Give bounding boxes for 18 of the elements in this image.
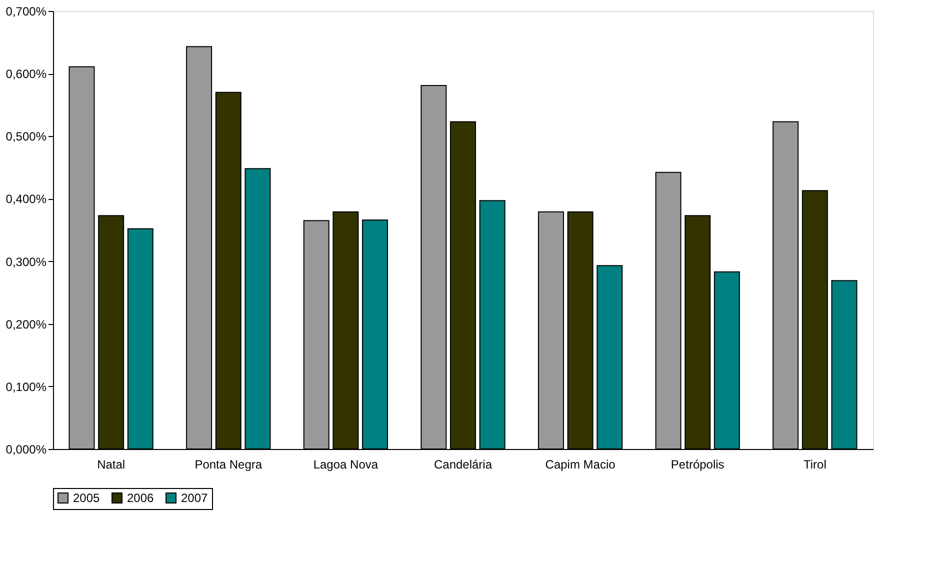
x-tick-label: Candelária	[434, 458, 492, 472]
legend-label: 2005	[73, 491, 100, 505]
x-tick-label: Natal	[97, 458, 126, 472]
x-tick-label: Capim Macio	[545, 458, 616, 472]
y-tick-label: 0,000%	[6, 442, 47, 456]
x-tick-label: Ponta Negra	[194, 458, 262, 472]
x-tick-label: Lagoa Nova	[313, 458, 378, 472]
y-tick-label: 0,600%	[6, 67, 47, 82]
legend-label: 2007	[181, 491, 208, 505]
y-tick-label: 0,200%	[6, 317, 47, 332]
legend-label: 2006	[127, 491, 154, 505]
y-tick-label: 0,100%	[6, 380, 47, 394]
y-tick-label: 0,300%	[6, 254, 47, 269]
y-tick-label: 0,700%	[6, 4, 47, 18]
y-tick-label: 0,400%	[6, 192, 47, 206]
x-tick-label: Petrópolis	[670, 458, 724, 472]
x-tick-label: Tirol	[803, 458, 826, 472]
y-tick-label: 0,500%	[6, 130, 47, 144]
